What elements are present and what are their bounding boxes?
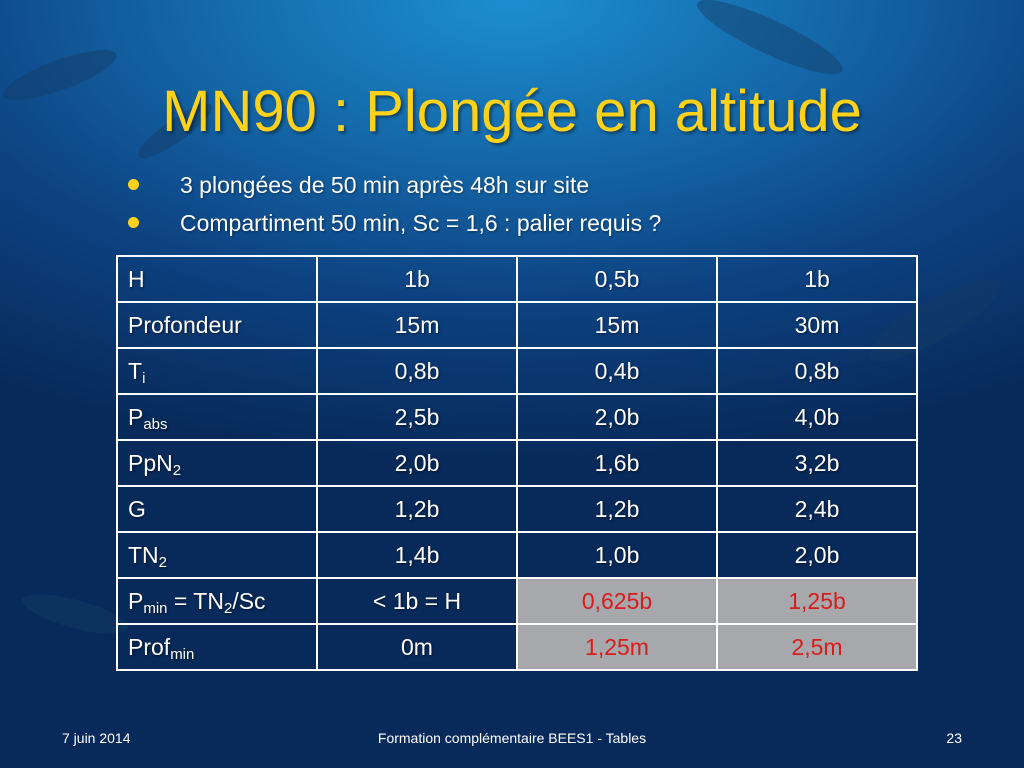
- table-cell: 3,2b: [716, 439, 918, 487]
- highlighted-cell: 0,625b: [516, 577, 718, 625]
- row-label-text: TN: [128, 541, 159, 568]
- bullet-dot-icon: [128, 217, 139, 228]
- table-cell: 2,0b: [716, 531, 918, 579]
- table-cell: 0,8b: [716, 347, 918, 395]
- footer-date: 7 juin 2014: [62, 730, 131, 746]
- row-label-text: PpN: [128, 449, 173, 476]
- row-label-subscript: min: [170, 645, 195, 663]
- table-cell: 1,2b: [316, 485, 518, 533]
- decompression-table: H 1b 0,5b 1b Profondeur 15m 15m 30m Ti 0…: [116, 255, 918, 671]
- bullet-item: 3 plongées de 50 min après 48h sur site: [128, 166, 661, 204]
- table-cell: 15m: [516, 301, 718, 349]
- table-cell: 15m: [316, 301, 518, 349]
- table-cell: 1b: [316, 255, 518, 303]
- table-row: Profondeur 15m 15m 30m: [116, 301, 918, 349]
- row-label: Profmin: [116, 623, 318, 671]
- table-cell: 2,0b: [516, 393, 718, 441]
- row-label-subscript: min: [143, 599, 168, 617]
- table-row: Ti 0,8b 0,4b 0,8b: [116, 347, 918, 395]
- row-label-subscript: 2: [172, 461, 182, 479]
- table-cell: 1,4b: [316, 531, 518, 579]
- row-label-subscript: abs: [143, 415, 168, 433]
- shark-silhouette: [18, 586, 132, 642]
- table-row: PpN2 2,0b 1,6b 3,2b: [116, 439, 918, 487]
- bullet-text: 3 plongées de 50 min après 48h sur site: [180, 172, 590, 198]
- row-label-text: P: [128, 403, 144, 430]
- table-cell: < 1b = H: [316, 577, 518, 625]
- row-label-subscript: i: [142, 369, 146, 387]
- row-label-text: Prof: [128, 633, 171, 660]
- highlighted-cell: 1,25b: [716, 577, 918, 625]
- table-row: Profmin 0m 1,25m 2,5m: [116, 623, 918, 671]
- table-cell: 1,2b: [516, 485, 718, 533]
- row-label-text: = TN: [167, 587, 224, 614]
- table-cell: 1,6b: [516, 439, 718, 487]
- table-row: H 1b 0,5b 1b: [116, 255, 918, 303]
- table-row: Pmin = TN2/Sc < 1b = H 0,625b 1,25b: [116, 577, 918, 625]
- highlighted-cell: 2,5m: [716, 623, 918, 671]
- row-label-subscript: 2: [158, 553, 168, 571]
- table-row: G 1,2b 1,2b 2,4b: [116, 485, 918, 533]
- row-label-subscript: 2: [223, 599, 233, 617]
- table-row: Pabs 2,5b 2,0b 4,0b: [116, 393, 918, 441]
- page-number: 23: [946, 730, 962, 746]
- table-cell: 0,5b: [516, 255, 718, 303]
- table-cell: 1,0b: [516, 531, 718, 579]
- table-cell: 0m: [316, 623, 518, 671]
- row-label-text: T: [128, 357, 143, 384]
- bullet-text: Compartiment 50 min, Sc = 1,6 : palier r…: [180, 210, 662, 236]
- row-label-text: /Sc: [232, 587, 266, 614]
- row-label: Pmin = TN2/Sc: [116, 577, 318, 625]
- table-cell: 2,5b: [316, 393, 518, 441]
- table-cell: 4,0b: [716, 393, 918, 441]
- bullet-list: 3 plongées de 50 min après 48h sur site …: [128, 166, 661, 242]
- row-label-text: G: [128, 495, 146, 522]
- table-cell: 1b: [716, 255, 918, 303]
- row-label: Profondeur: [116, 301, 318, 349]
- slide-title: MN90 : Plongée en altitude: [162, 79, 862, 144]
- bullet-item: Compartiment 50 min, Sc = 1,6 : palier r…: [128, 204, 661, 242]
- row-label: PpN2: [116, 439, 318, 487]
- row-label: Ti: [116, 347, 318, 395]
- bullet-dot-icon: [128, 179, 139, 190]
- table-cell: 30m: [716, 301, 918, 349]
- table-cell: 2,4b: [716, 485, 918, 533]
- table-cell: 0,8b: [316, 347, 518, 395]
- row-label-text: P: [128, 587, 144, 614]
- footer-title: Formation complémentaire BEES1 - Tables: [377, 730, 647, 746]
- row-label: G: [116, 485, 318, 533]
- row-label: Pabs: [116, 393, 318, 441]
- table-cell: 0,4b: [516, 347, 718, 395]
- row-label: H: [116, 255, 318, 303]
- table-row: TN2 1,4b 1,0b 2,0b: [116, 531, 918, 579]
- table-cell: 2,0b: [316, 439, 518, 487]
- row-label-text: Profondeur: [128, 311, 242, 338]
- highlighted-cell: 1,25m: [516, 623, 718, 671]
- row-label-text: H: [128, 265, 145, 292]
- row-label: TN2: [116, 531, 318, 579]
